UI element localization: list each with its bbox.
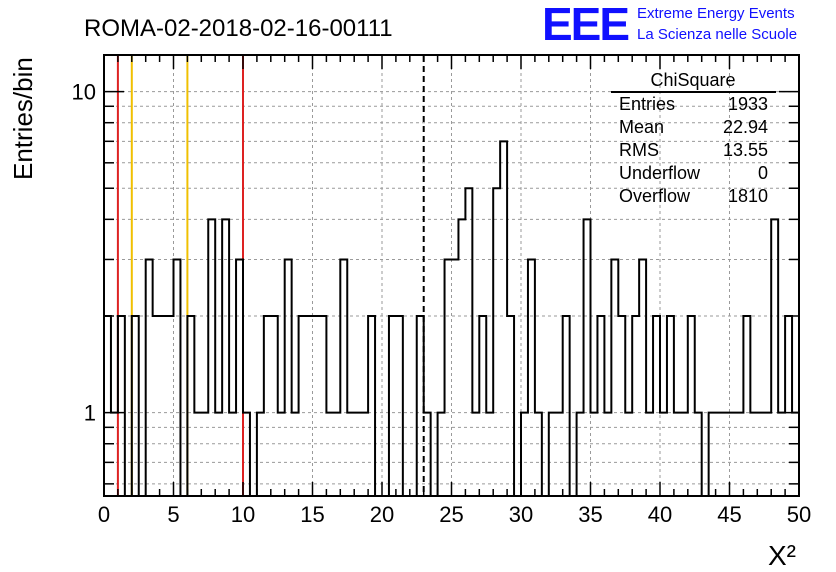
- eee-logo-line1: Extreme Energy Events: [637, 5, 795, 22]
- eee-logo-mark: EEE: [542, 0, 628, 50]
- x-tick-label: 35: [578, 502, 602, 527]
- x-tick-label: 40: [648, 502, 672, 527]
- reference-lines: [116, 56, 425, 495]
- x-tick-label: 30: [509, 502, 533, 527]
- y-tick-labels: 1 10: [72, 80, 96, 426]
- axis-ticks: [103, 55, 800, 496]
- stats-row-value: 0: [758, 163, 768, 183]
- stats-row-value: 1933: [728, 94, 768, 114]
- y-tick-label: 10: [72, 80, 96, 105]
- stats-row-label: Underflow: [619, 163, 701, 183]
- x-tick-label: 25: [439, 502, 463, 527]
- x-tick-labels: 0 5 10 15 20 25 30 35 40 45 50: [98, 502, 811, 527]
- stats-row-label: Overflow: [619, 186, 691, 206]
- stats-box-name: ChiSquare: [650, 70, 735, 90]
- x-tick-label: 10: [231, 502, 255, 527]
- stats-row-value: 22.94: [723, 117, 768, 137]
- y-tick-label: 1: [84, 401, 96, 426]
- x-tick-label: 45: [717, 502, 741, 527]
- stats-row-label: RMS: [619, 140, 659, 160]
- y-axis-label: Entries/bin: [8, 57, 38, 180]
- eee-logo-line2: La Scienza nelle Scuole: [637, 26, 797, 43]
- histogram-series: [103, 140, 800, 497]
- stats-row-label: Entries: [619, 94, 675, 114]
- x-tick-label: 50: [787, 502, 811, 527]
- stats-row-value: 13.55: [723, 140, 768, 160]
- x-tick-label: 5: [167, 502, 179, 527]
- chart-title: ROMA-02-2018-02-16-00111: [84, 15, 393, 42]
- x-tick-label: 15: [300, 502, 324, 527]
- x-axis-label: X²: [768, 540, 796, 571]
- stats-row-value: 1810: [728, 186, 768, 206]
- x-tick-label: 0: [98, 502, 110, 527]
- stats-row-label: Mean: [619, 117, 664, 137]
- x-tick-label: 20: [370, 502, 394, 527]
- grid-lines: [104, 55, 799, 496]
- stats-box: ChiSquare Entries 1933 Mean 22.94 RMS 13.55 Un…: [611, 70, 776, 206]
- eee-logo: EEE Extreme Energy Events La Scienza nel…: [542, 0, 797, 50]
